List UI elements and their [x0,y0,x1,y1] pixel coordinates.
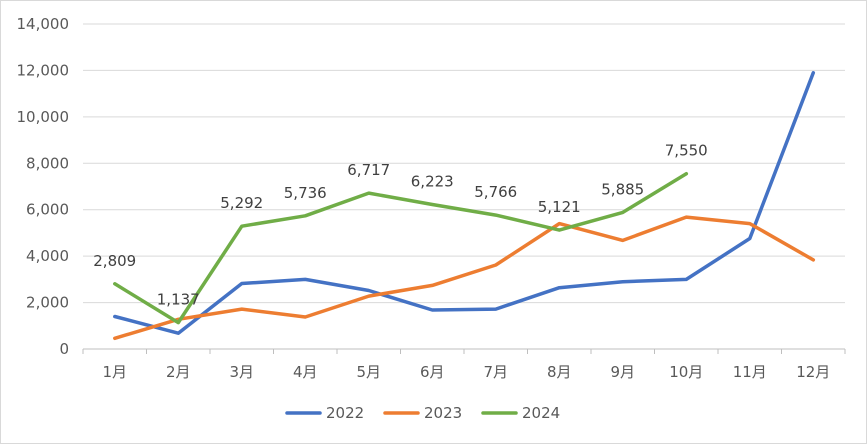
data-label-2024: 6,717 [347,161,390,179]
x-tick-label: 2月 [166,363,191,381]
data-label-2024: 5,292 [220,194,263,212]
y-tick-label: 4,000 [26,247,69,265]
y-tick-label: 10,000 [17,108,70,126]
data-label-2024: 1,137 [157,291,200,309]
x-tick-label: 11月 [733,363,767,381]
series-line-2022 [113,71,816,335]
data-label-2024: 5,121 [538,198,581,216]
y-tick-label: 14,000 [17,15,70,33]
series-lines [113,71,816,341]
y-tick-label: 2,000 [26,294,69,312]
y-tick-label: 8,000 [26,154,69,172]
grid-lines [83,23,845,304]
legend: 2022 2023 2024 [285,404,560,422]
x-tick-label: 4月 [293,363,318,381]
x-tick-label: 3月 [229,363,254,381]
data-label-2024: 5,885 [601,180,644,198]
legend-label-2022: 2022 [326,404,364,422]
legend-label-2023: 2023 [424,404,462,422]
x-tick-label: 5月 [356,363,381,381]
series-line-2024 [113,171,689,325]
x-tick-label: 12月 [796,363,830,381]
data-label-2024: 5,766 [474,183,517,201]
x-tick-label: 6月 [420,363,445,381]
data-labels: 2,809 1,137 5,292 5,736 6,717 6,223 5,766 5,121… [93,142,707,309]
axes: 0 2,000 4,000 6,000 8,000 10,000 12,000 14,000 1… [17,15,846,381]
legend-label-2024: 2024 [522,404,560,422]
y-tick-label: 12,000 [17,61,70,79]
x-tick-label: 8月 [547,363,572,381]
y-tick-label: 0 [59,340,69,358]
data-label-2024: 6,223 [411,173,454,191]
data-label-2024: 5,736 [284,184,327,202]
x-tick-label: 9月 [610,363,635,381]
data-label-2024: 7,550 [665,142,708,160]
series-line-2023 [113,215,816,341]
y-tick-label: 6,000 [26,201,69,219]
x-tick-label: 1月 [102,363,127,381]
x-tick-label: 7月 [483,363,508,381]
x-tick-label: 10月 [669,363,703,381]
data-label-2024: 2,809 [93,252,136,270]
